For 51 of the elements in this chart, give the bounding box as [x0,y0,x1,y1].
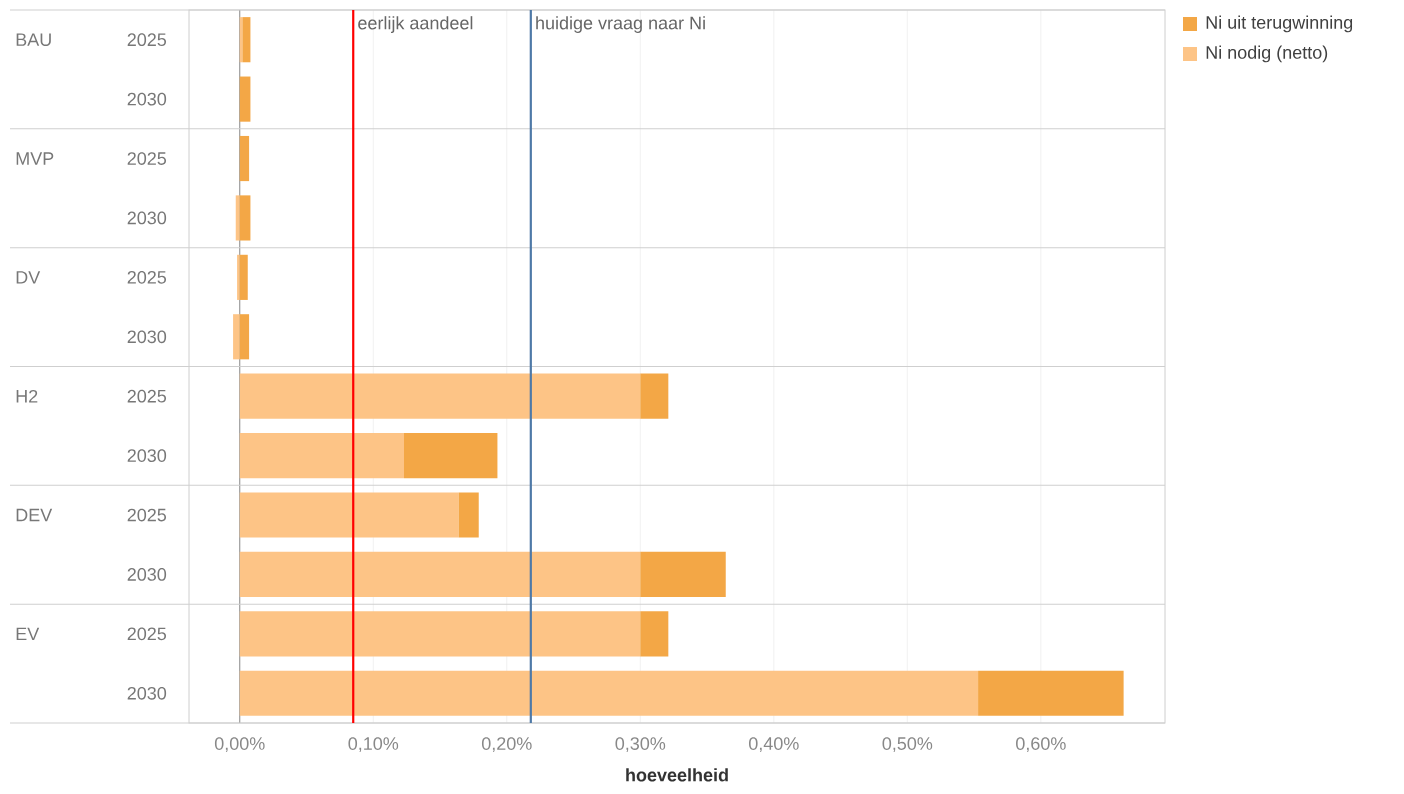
y-tick-label: 2030 [127,568,167,581]
x-tick-label: 0,00% [214,737,265,753]
y-tick-label: 2025 [127,33,167,47]
bar [239,373,641,419]
y-tick-label: 2025 [127,627,167,641]
bar [237,254,240,300]
y-tick-label: 2030 [127,211,167,225]
bar [239,492,459,538]
bar [235,195,240,241]
text: DEV [16,508,53,522]
bar [239,76,251,122]
x-tick-label: 0,40% [748,737,799,753]
bar [458,492,479,538]
bar [978,670,1124,716]
bar [239,135,250,182]
bar [403,433,498,479]
y-tick-label: 2025 [127,270,167,284]
bar [640,373,669,419]
ref-line-label: huidige vraag naar Ni [536,16,705,33]
bar [239,551,641,598]
x-tick-label: 0,10% [348,737,399,753]
x-tick-label: 0,60% [1016,737,1066,753]
bar [239,195,251,241]
y-tick-label: 2030 [127,449,167,462]
text: H2 [16,389,38,403]
y-tick-label: 2030 [127,330,167,344]
bar [239,254,248,300]
y-tick-label: 2030 [127,92,167,106]
legend-label: Ni uit terugwinning [1206,15,1353,33]
x-tick-label: 0,20% [481,737,532,753]
text: DV [16,271,41,284]
bar [640,611,669,657]
text: EV [16,627,40,641]
ref-line-label: eerlijk aandeel [358,16,473,33]
bar [239,670,979,716]
bar [239,611,641,657]
bar [239,433,404,479]
bar [239,314,250,360]
bar [233,314,240,360]
x-tick-label: 0,30% [615,737,666,753]
y-tick-label: 2025 [127,508,167,522]
legend-label: Ni nodig (netto) [1206,45,1328,63]
y-tick-label: 2025 [127,389,167,403]
bar [640,551,726,598]
text: BAU [16,33,51,46]
x-tick-label: 0,50% [882,737,933,753]
x-axis-title: hoeveelheid [626,768,728,782]
text: MVP [16,152,54,165]
bar [242,17,251,63]
y-tick-label: 2030 [127,686,167,700]
y-tick-label: 2025 [127,152,167,165]
